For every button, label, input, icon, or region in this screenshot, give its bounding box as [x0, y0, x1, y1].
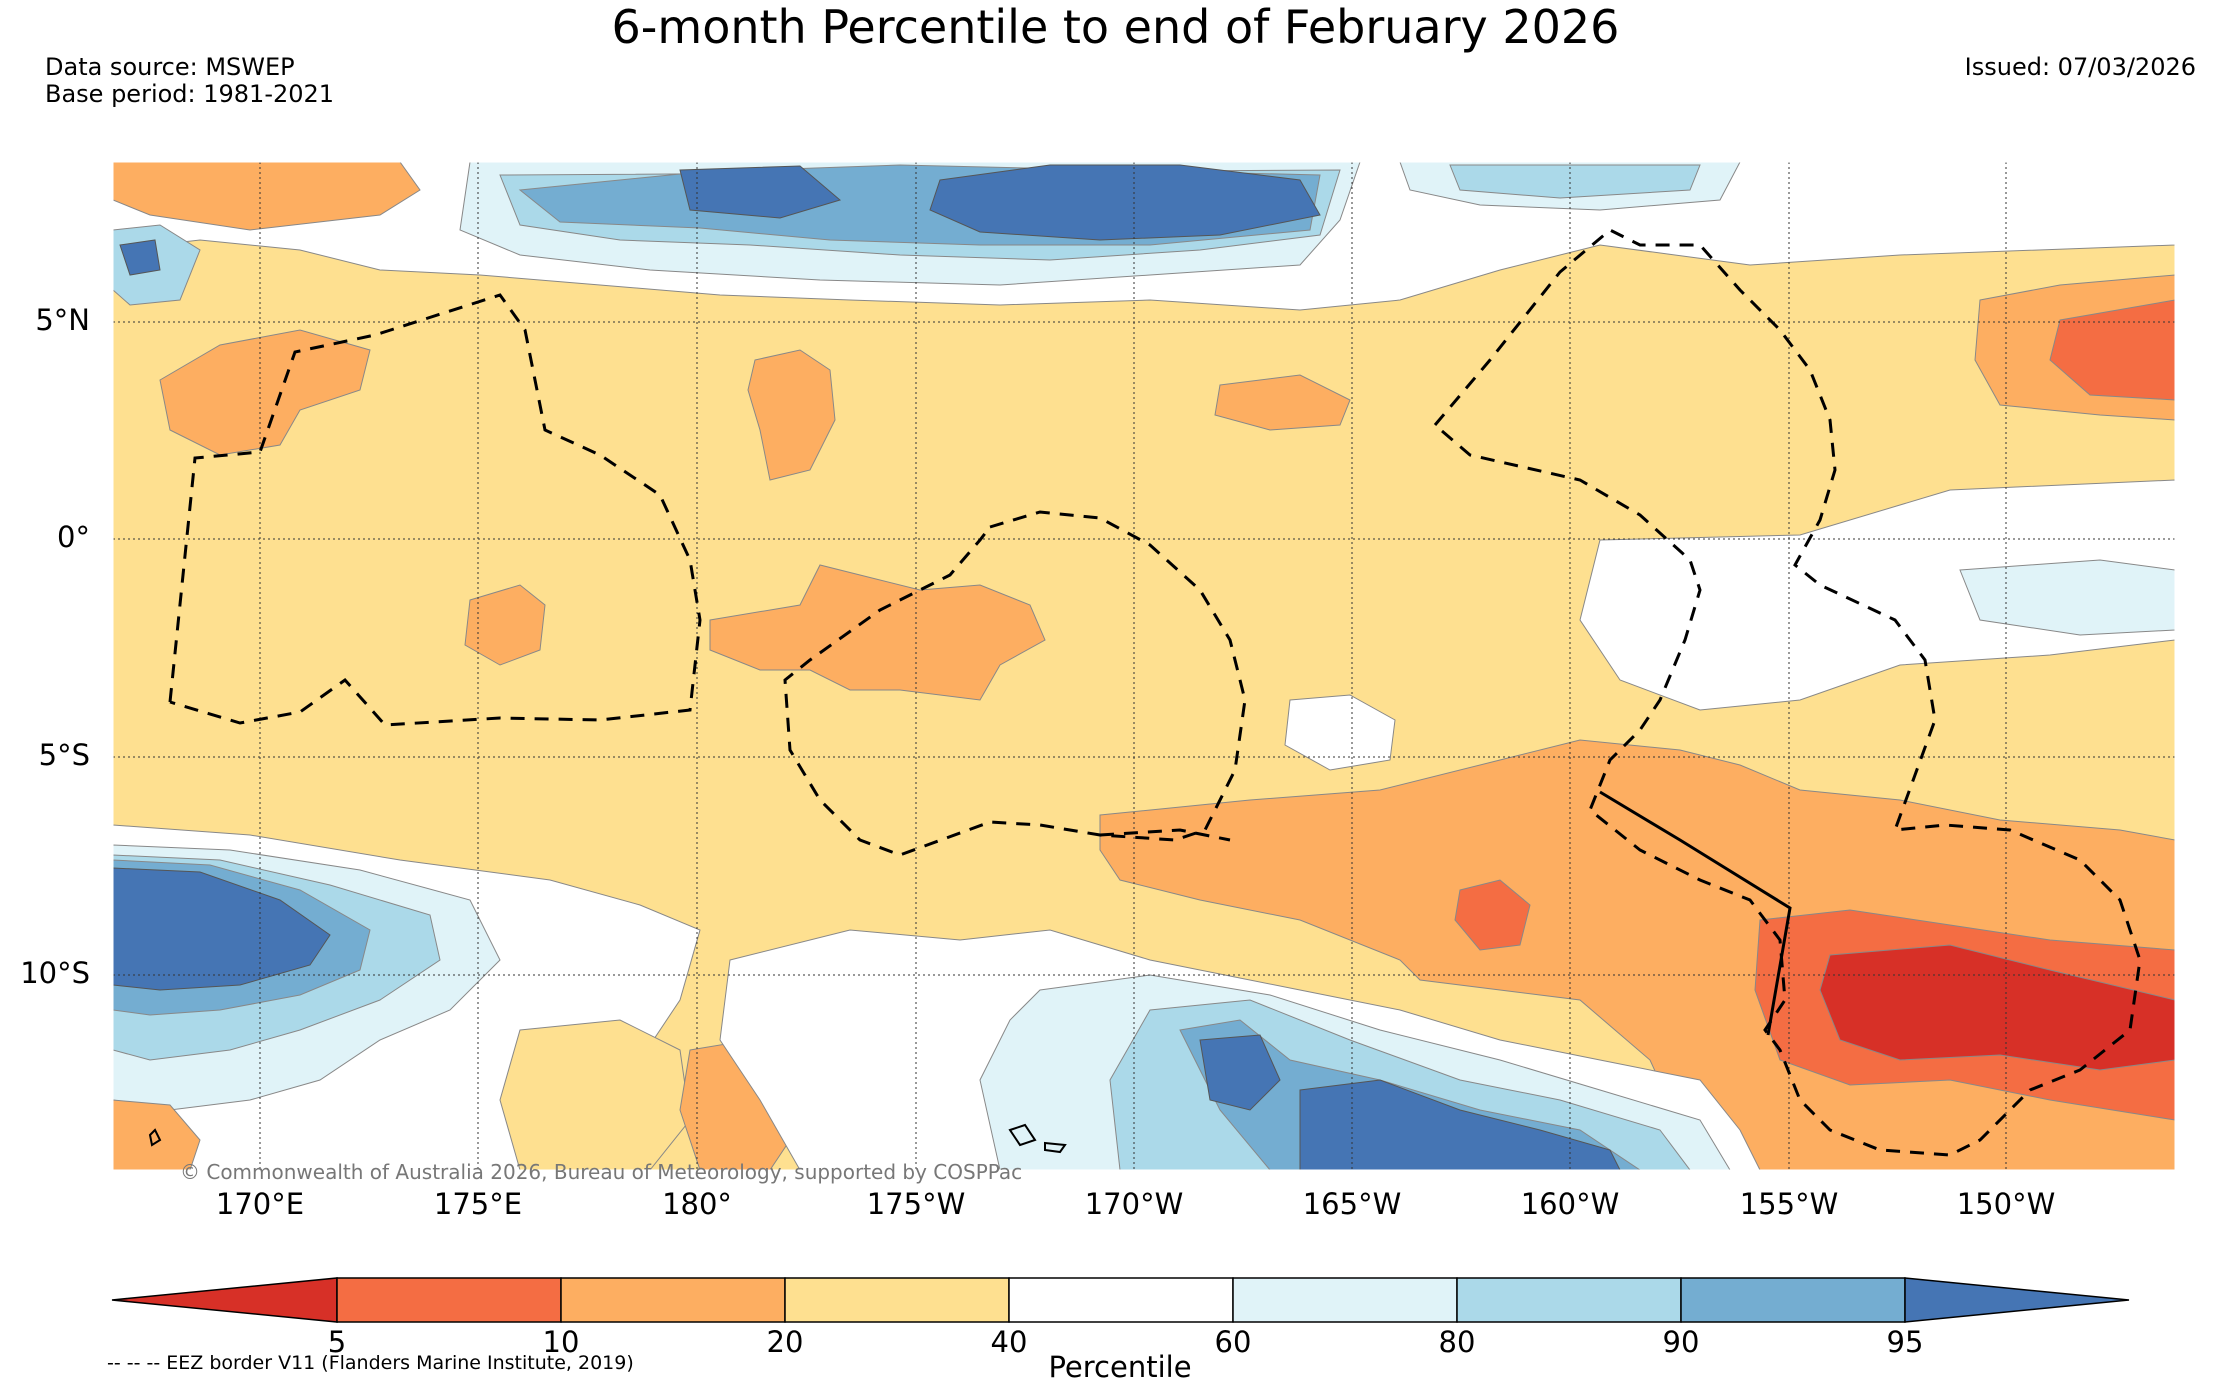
northwest-dry	[113, 162, 421, 231]
graticule	[113, 162, 2175, 1170]
colorbar-seg-6	[1456, 1277, 1682, 1323]
northwest-dark-blue	[119, 239, 161, 276]
legend-tick-10: 10	[542, 1325, 580, 1359]
map-title: 6-month Percentile to end of February 20…	[611, 0, 1620, 54]
lon-label-180: 180°	[662, 1187, 732, 1221]
colorbar-seg-1	[336, 1277, 562, 1323]
lat-label-5s: 5°S	[38, 738, 90, 772]
central-north-dry	[1214, 374, 1351, 431]
islands	[148, 1123, 1067, 1154]
lat-label-10s: 10°S	[20, 956, 90, 990]
colorbar-seg-0	[111, 1277, 338, 1323]
colorbar-seg-3	[784, 1277, 1010, 1323]
eez-line-islands	[1432, 228, 2142, 1157]
northeast-blue	[1449, 164, 1701, 199]
eez-central-south	[1099, 828, 1231, 842]
colorbar-seg-5	[1232, 1277, 1458, 1323]
lon-label-155w: 155°W	[1739, 1187, 1839, 1221]
central-dry-2	[747, 349, 836, 481]
lon-label-165w: 165°W	[1302, 1187, 1402, 1221]
lon-label-170w: 170°W	[1084, 1187, 1184, 1221]
solid-boundary	[1599, 790, 1792, 1036]
west-dry-small	[464, 584, 546, 666]
data-source: Data source: MSWEP	[45, 53, 295, 81]
north-dark-blue	[929, 164, 1321, 241]
southeast-extreme-dry	[1819, 944, 2175, 1071]
colorbar-seg-4	[1008, 1277, 1234, 1323]
issued-date: Issued: 07/03/2026	[1964, 53, 2196, 81]
central-dry	[709, 564, 1046, 701]
east-equatorial-wet	[1579, 479, 2175, 711]
south-central-dark-blue-2	[1299, 1079, 1621, 1170]
south-central-dark-blue	[1199, 1034, 1281, 1111]
lon-label-175e: 175°E	[433, 1187, 523, 1221]
legend-tick-95: 95	[1886, 1325, 1924, 1359]
legend-title: Percentile	[1048, 1350, 1192, 1384]
lon-label-170e: 170°E	[215, 1187, 305, 1221]
legend-tick-40: 40	[990, 1325, 1028, 1359]
eez-borders	[168, 228, 2142, 1157]
lon-label-150w: 150°W	[1956, 1187, 2056, 1221]
lon-label-160w: 160°W	[1520, 1187, 1620, 1221]
east-wet-light-blue	[1959, 559, 2175, 636]
base-period: Base period: 1981-2021	[45, 80, 335, 108]
lat-label-0: 0°	[57, 520, 90, 554]
map-frame	[112, 161, 2176, 1171]
map-field	[113, 162, 2175, 1170]
southwest-dark-blue	[113, 867, 331, 991]
copyright-notice: © Commonwealth of Australia 2026, Bureau…	[180, 1160, 1023, 1184]
legend-tick-60: 60	[1214, 1325, 1252, 1359]
northeast-very-dry	[2049, 299, 2175, 401]
lon-label-175w: 175°W	[866, 1187, 966, 1221]
colorbar-seg-2	[560, 1277, 786, 1323]
eez-note: -- -- -- EEZ border V11 (Flanders Marine…	[107, 1352, 634, 1374]
central-wet-island	[1284, 694, 1396, 771]
eez-kiribati-gilbert	[168, 293, 702, 727]
central-south-very-dry	[1454, 879, 1531, 951]
legend-tick-80: 80	[1438, 1325, 1476, 1359]
colorbar-seg-8	[1904, 1277, 2130, 1323]
colorbar	[111, 1277, 2130, 1323]
legend-tick-90: 90	[1662, 1325, 1700, 1359]
legend-tick-20: 20	[766, 1325, 804, 1359]
south-dry-pocket	[499, 1019, 691, 1170]
lat-label-5n: 5°N	[35, 303, 90, 337]
legend-tick-5: 5	[327, 1325, 347, 1359]
colorbar-seg-7	[1680, 1277, 1906, 1323]
north-dark-blue-2	[679, 165, 842, 219]
